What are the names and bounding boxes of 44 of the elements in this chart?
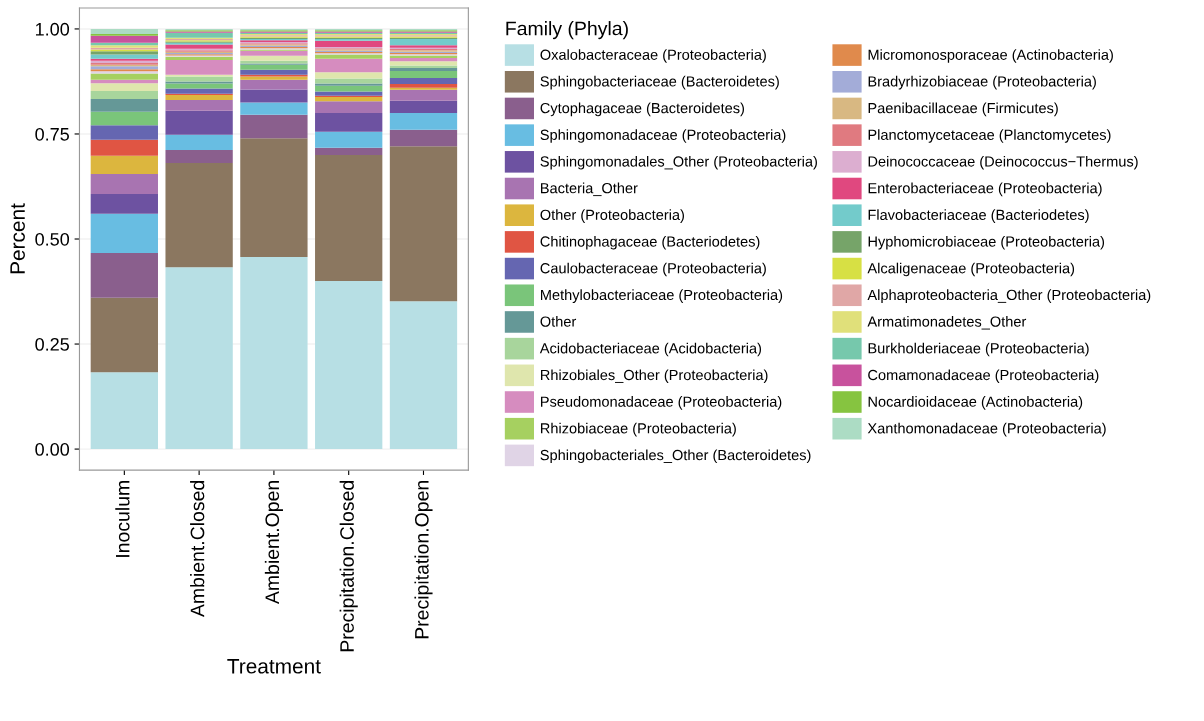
x-tick-label: Ambient.Closed <box>190 481 205 618</box>
y-tick-label: 0.75 <box>35 127 69 141</box>
legend-label: Burkholderiaceae (Proteobacteria) <box>868 342 1089 357</box>
x-tick-label: Ambient.Open <box>264 481 283 605</box>
legend-label: Comamonadaceae (Proteobacteria) <box>868 369 1099 384</box>
legend-label: Bacteria_Other <box>541 182 638 197</box>
y-tick-label: 1.00 <box>35 22 70 36</box>
y-tick-label: 0.50 <box>35 232 70 246</box>
legend-label: Sphingomonadales_Other (Proteobacteria) <box>540 155 817 170</box>
x-tick-label: Precipitation.Open <box>414 481 433 639</box>
legend-label: Alcaligenaceae (Proteobacteria) <box>867 262 1075 277</box>
legend-label: Other <box>540 316 577 327</box>
y-axis-title: Percent <box>10 203 25 274</box>
legend-title: Family (Phyla) <box>506 21 628 40</box>
legend-label: Paenibacillaceae (Firmicutes) <box>868 102 1058 117</box>
y-tick-label: 0.00 <box>35 443 70 456</box>
legend-label: Cytophagaceae (Bacteroidetes) <box>540 102 745 117</box>
legend-label: Methylobacteriaceae (Proteobacteria) <box>541 289 783 303</box>
legend-label: Deinococcaceae (Deinococcus−Thermus) <box>868 155 1138 170</box>
x-tick-label: Precipitation.Closed <box>339 481 358 652</box>
x-axis-title: Treatment <box>227 659 321 674</box>
legend-label: Alphaproteobacteria_Other (Proteobacteria) <box>867 289 1151 303</box>
legend-label: Enterobacteriaceae (Proteobacteria) <box>868 182 1102 197</box>
legend-label: Rhizobiaceae (Proteobacteria) <box>541 422 736 437</box>
legend-label: Micromonosporaceae (Actinobacteria) <box>868 49 1113 63</box>
legend-label: Sphingobacteriaceae (Bacteroidetes) <box>540 75 779 90</box>
legend-label: Other (Proteobacteria) <box>540 209 684 223</box>
legend-label: Oxalobacteraceae (Proteobacteria) <box>540 49 766 63</box>
legend-label: Armatimonadetes_Other <box>867 316 1027 330</box>
legend-label: Sphingobacteriales_Other (Bacteroidetes) <box>540 449 811 464</box>
y-tick-label: 0.25 <box>35 337 69 351</box>
legend-label: Flavobacteriaceae (Bacteriodetes) <box>868 209 1089 223</box>
legend-label: Rhizobiales_Other (Proteobacteria) <box>541 369 768 384</box>
legend-label: Planctomycetaceae (Planctomycetes) <box>868 129 1111 143</box>
x-tick-label: Inoculum <box>115 481 130 557</box>
legend-label: Pseudomonadaceae (Proteobacteria) <box>541 396 782 410</box>
legend-label: Bradyrhizobiaceae (Proteobacteria) <box>868 75 1096 90</box>
legend-label: Acidobacteriaceae (Acidobacteria) <box>539 342 762 357</box>
legend-label: Sphingomonadaceae (Proteobacteria) <box>540 129 786 143</box>
legend-label: Hyphomicrobiaceae (Proteobacteria) <box>868 235 1105 250</box>
legend-label: Caulobacteraceae (Proteobacteria) <box>540 262 766 277</box>
legend-label: Xanthomonadaceae (Proteobacteria) <box>867 422 1106 437</box>
legend-label: Nocardioidaceae (Actinobacteria) <box>868 396 1083 410</box>
legend-label: Chitinophagaceae (Bacteriodetes) <box>540 235 760 250</box>
